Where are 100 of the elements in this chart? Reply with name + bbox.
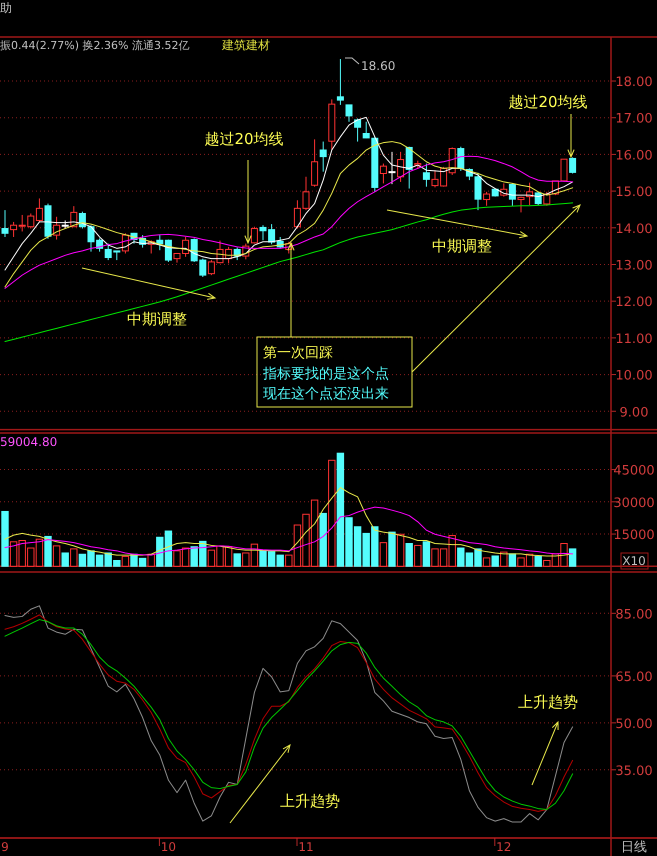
y-tick-label: 9.00	[620, 405, 648, 420]
text: 日线	[621, 840, 647, 855]
y-tick-label: 18.00	[615, 75, 653, 90]
bar	[190, 546, 198, 567]
annotation: 中期调整	[432, 237, 492, 255]
bar	[440, 548, 448, 567]
line-series	[4, 506, 574, 556]
bar	[96, 554, 104, 567]
x-tick-label: 12	[496, 840, 512, 854]
y-tick-label: 17.00	[615, 112, 653, 127]
bar	[242, 552, 250, 567]
bar	[354, 526, 362, 567]
bar	[27, 548, 34, 567]
bar	[371, 526, 378, 567]
annotation: 18.60	[361, 59, 396, 73]
annotation: 上升趋势	[518, 693, 578, 711]
x-tick-label: 9	[1, 840, 9, 854]
bar	[78, 554, 86, 567]
bar	[234, 553, 241, 567]
y-tick-label: 14.00	[615, 222, 653, 237]
bar	[10, 541, 18, 567]
bar	[388, 532, 396, 567]
bar	[457, 548, 464, 567]
bar	[18, 540, 26, 567]
x-tick-label: 11	[298, 840, 314, 854]
bar	[216, 545, 224, 567]
bar	[208, 550, 216, 567]
bar	[199, 540, 206, 567]
bar	[482, 557, 490, 567]
x-tick-label: 10	[160, 840, 176, 854]
bar	[345, 517, 353, 567]
bar	[380, 542, 388, 567]
annotation: 59004.80	[0, 435, 58, 449]
bar	[492, 555, 499, 567]
annotation: 中期调整	[127, 310, 187, 328]
y-tick-label: 45000	[613, 464, 655, 479]
bar	[285, 554, 292, 567]
y-tick-label: 16.00	[615, 148, 653, 164]
bar	[448, 535, 456, 567]
bar	[104, 552, 112, 567]
bar	[543, 560, 550, 567]
bar	[422, 541, 430, 567]
bar	[310, 500, 318, 567]
bar	[87, 550, 95, 567]
bar	[44, 536, 52, 567]
bar	[534, 556, 542, 567]
y-tick-label: 12.00	[615, 295, 653, 310]
bar	[517, 557, 525, 567]
y-tick-label: 85.00	[615, 607, 653, 622]
bar	[294, 524, 302, 567]
bar	[508, 553, 516, 567]
bar	[250, 544, 258, 567]
bar	[62, 552, 69, 567]
bar	[122, 556, 130, 567]
bar	[52, 545, 60, 567]
annotation: 指标要找的是这个点	[262, 366, 389, 382]
bar	[276, 554, 284, 567]
y-tick-label: 65.00	[615, 670, 653, 685]
bar	[466, 552, 474, 567]
bar	[320, 512, 327, 567]
y-tick-label: 30000	[613, 496, 655, 511]
annotation: 第一次回踩	[263, 345, 333, 361]
bar	[182, 548, 190, 567]
bar	[431, 548, 439, 567]
bar	[302, 514, 310, 567]
annotation: 建筑建材	[221, 38, 270, 52]
bar	[113, 560, 120, 567]
annotation: 现在这个点还没出来	[263, 386, 389, 402]
chart-subtitle: 振0.44(2.77%) 换2.36% 流通3.52亿	[0, 39, 190, 52]
y-tick-label: 15.00	[615, 185, 653, 200]
bar	[70, 548, 78, 567]
y-tick-label: 10.00	[615, 368, 653, 384]
y-tick-label: 35.00	[615, 764, 653, 779]
y-tick-label: 13.00	[615, 258, 653, 274]
bar	[474, 548, 482, 567]
y-tick-label: 50.00	[615, 716, 653, 732]
annotation: 上升趋势	[280, 792, 340, 810]
bar	[362, 532, 370, 567]
bar	[224, 546, 232, 567]
annotation: 越过20均线	[204, 130, 284, 148]
bar	[268, 551, 276, 567]
line-series	[4, 487, 574, 556]
bar	[138, 558, 146, 567]
bar	[336, 452, 344, 567]
bar	[36, 538, 44, 567]
y-tick-label: 15000	[613, 528, 655, 544]
bar	[156, 536, 164, 567]
bar	[396, 534, 404, 567]
bar	[173, 550, 181, 567]
bar	[414, 544, 422, 567]
text: 助	[0, 1, 12, 15]
bar	[406, 543, 413, 567]
bar	[568, 548, 576, 567]
bar	[552, 553, 560, 567]
bar	[164, 530, 172, 567]
bar	[1, 510, 9, 567]
line-series	[4, 116, 574, 270]
bar	[500, 552, 508, 567]
y-tick-label: 11.00	[615, 332, 653, 347]
annotation: 越过20均线	[508, 93, 588, 111]
